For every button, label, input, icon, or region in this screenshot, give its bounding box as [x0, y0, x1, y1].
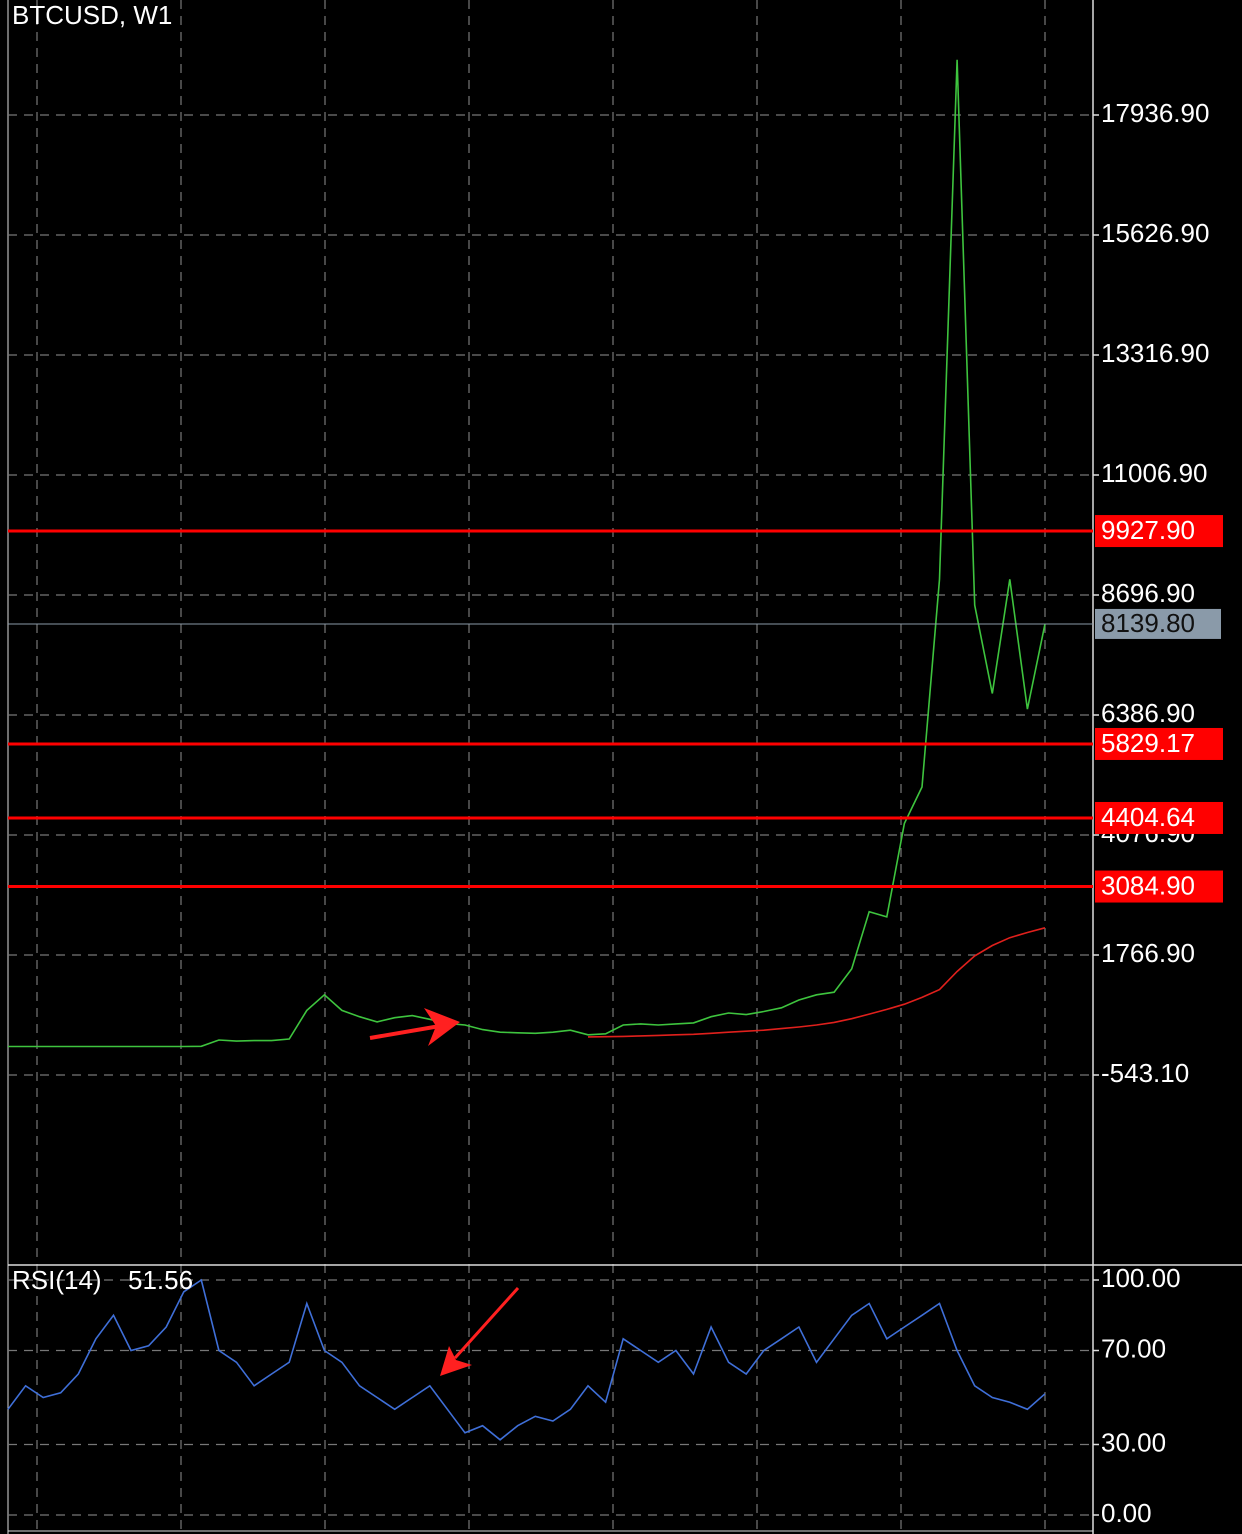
y-tick-label: 8696.90 — [1101, 578, 1195, 608]
y-tick-label: -543.10 — [1101, 1058, 1189, 1088]
annotation-arrow — [369, 1024, 441, 1040]
y-tick-label: 100.00 — [1101, 1263, 1181, 1293]
series-line — [587, 927, 1046, 1038]
y-tick-label: 15626.90 — [1101, 218, 1209, 248]
vertical-grid — [36, 0, 1046, 1534]
level-label: 3084.90 — [1101, 870, 1195, 900]
last-price-box — [1095, 608, 1221, 639]
level-label: 5829.17 — [1101, 728, 1195, 758]
level-label: 4404.64 — [1101, 802, 1195, 832]
level-label-box — [1095, 515, 1223, 548]
level-label-box — [1095, 801, 1223, 834]
y-tick-label: 0.00 — [1101, 1498, 1152, 1528]
annotation-arrowhead — [440, 1346, 472, 1376]
y-tick-label: 13316.90 — [1101, 338, 1209, 368]
indicator-title: RSI(14) — [12, 1265, 102, 1295]
level-label: 9927.90 — [1101, 515, 1195, 545]
level-label-box — [1095, 727, 1223, 760]
y-tick-label: 6386.90 — [1101, 698, 1195, 728]
annotation-arrow — [453, 1286, 520, 1360]
y-tick-label: 11006.90 — [1101, 458, 1208, 488]
annotation-arrowhead — [424, 1008, 460, 1046]
y-tick-label: 17936.90 — [1101, 98, 1209, 128]
chart-title: BTCUSD, W1 — [12, 0, 172, 30]
level-label-box — [1095, 870, 1223, 903]
plot-area: 17936.90 15626.90 13316.90 11006.90 8696.90 6… — [7, 59, 1223, 1528]
last-price-label: 8139.80 — [1101, 608, 1195, 638]
series-line — [7, 1278, 1046, 1441]
y-tick-label: 30.00 — [1101, 1427, 1166, 1457]
y-tick-label: 1766.90 — [1101, 938, 1195, 968]
series-line — [8, 59, 1046, 1048]
indicator-value: 51.56 — [128, 1265, 193, 1295]
y-tick-label: 70.00 — [1101, 1333, 1166, 1363]
